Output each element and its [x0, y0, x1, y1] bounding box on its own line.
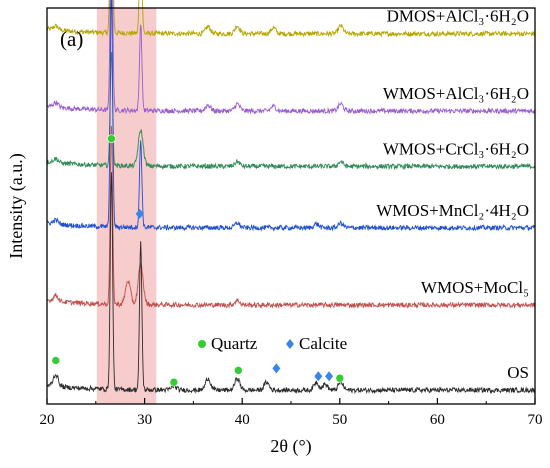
series-label: WMOS+MnCl₂·4H₂O — [376, 201, 529, 220]
highlight-band-layer — [96, 8, 157, 404]
quartz-marker — [233, 366, 243, 375]
x-tick-label: 40 — [235, 412, 250, 428]
series-label: WMOS+MoCl₅ — [421, 278, 529, 297]
legend-quartz-icon — [198, 340, 206, 348]
calcite-marker — [135, 208, 144, 219]
axis-layer: 20 30 40 50 60 70 — [40, 398, 543, 428]
quartz-marker — [335, 373, 345, 383]
x-tick-label: 60 — [430, 412, 445, 428]
quartz-marker — [107, 134, 116, 143]
legend-label: Calcite — [299, 334, 347, 353]
legend: Quartz Calcite — [198, 334, 347, 353]
series-line — [46, 125, 536, 310]
series-line — [46, 0, 536, 38]
series-line — [46, 172, 536, 395]
y-axis-title: Intensity (a.u.) — [6, 153, 27, 258]
legend-calcite-icon — [286, 339, 294, 349]
legend-label: Quartz — [211, 334, 258, 353]
x-tick-label: 30 — [137, 412, 152, 428]
series-label-layer: DMOS+AlCl₃·6H₂O WMOS+AlCl₃·6H₂O WMOS+CrCl₃… — [376, 7, 529, 382]
phase-marker-layer — [51, 134, 345, 387]
x-tick-label: 20 — [40, 412, 55, 428]
series-label: OS — [507, 363, 529, 382]
calcite-marker — [272, 363, 281, 374]
series-line — [46, 51, 536, 171]
x-tick-label: 70 — [528, 412, 543, 428]
x-tick-label: 50 — [332, 412, 347, 428]
series-line — [46, 0, 536, 232]
quartz-marker — [169, 377, 179, 387]
series-line — [46, 0, 536, 115]
series-label: WMOS+AlCl₃·6H₂O — [383, 84, 529, 103]
panel-label: (a) — [60, 27, 83, 51]
x-axis-title: 2θ (°) — [270, 436, 311, 457]
highlight-band — [96, 8, 157, 404]
quartz-marker — [51, 356, 61, 365]
series-layer — [46, 0, 536, 395]
calcite-marker — [314, 371, 323, 382]
series-label: WMOS+CrCl₃·6H₂O — [383, 139, 529, 158]
series-label: DMOS+AlCl₃·6H₂O — [387, 7, 529, 26]
calcite-marker — [325, 371, 334, 382]
